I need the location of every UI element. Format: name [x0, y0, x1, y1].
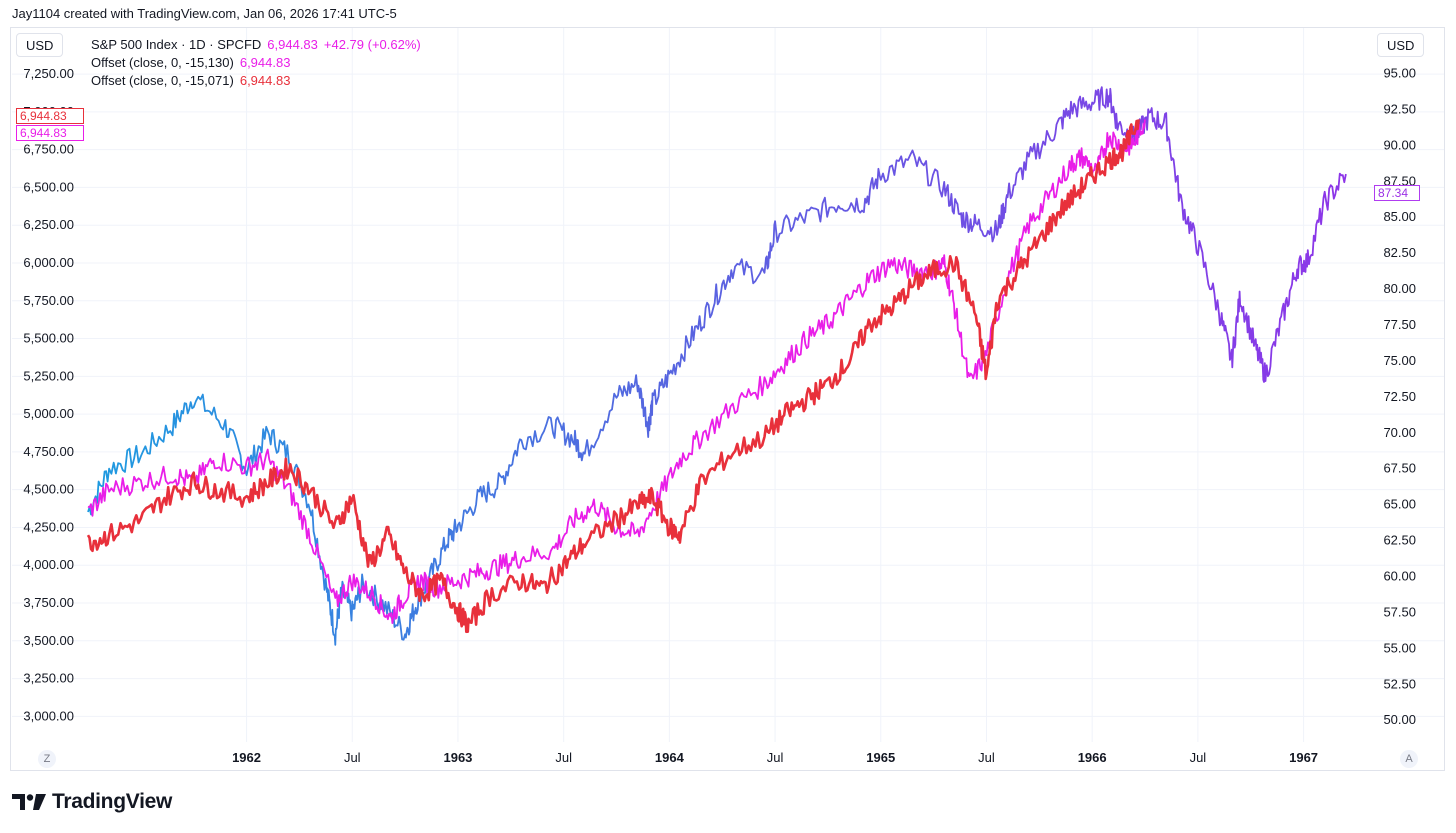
- left-axis-tick-label: 7,250.00: [23, 66, 74, 81]
- legend-main-title: S&P 500 Index · 1D · SPCFD: [91, 37, 262, 52]
- left-axis-tick-label: 6,750.00: [23, 142, 74, 157]
- time-axis-tick-label: 1965: [866, 750, 895, 765]
- right-axis-tick-label: 90.00: [1383, 137, 1416, 152]
- left-axis-tick-label: 3,750.00: [23, 595, 74, 610]
- chart-credit: Jay1104 created with TradingView.com, Ja…: [12, 6, 397, 21]
- time-axis-tick-label: 1963: [443, 750, 472, 765]
- right-axis-tick-label: 92.50: [1383, 101, 1416, 116]
- time-axis-tick-label: Jul: [767, 750, 784, 765]
- right-axis-tick-label: 50.00: [1383, 712, 1416, 727]
- left-axis-tick-label: 6,250.00: [23, 217, 74, 232]
- right-axis-tick-label: 52.50: [1383, 676, 1416, 691]
- left-price-tag-red: 6,944.83: [16, 108, 84, 124]
- time-axis-tick-label: 1964: [655, 750, 685, 765]
- left-axis-tick-label: 3,000.00: [23, 708, 74, 723]
- tradingview-logo[interactable]: TradingView: [12, 790, 172, 814]
- zoom-reset-button[interactable]: Z: [38, 750, 56, 768]
- left-axis-tick-label: 4,500.00: [23, 482, 74, 497]
- left-axis-tick-label: 3,250.00: [23, 671, 74, 686]
- left-price-axis: 7,250.007,000.006,750.006,500.006,250.00…: [23, 66, 74, 723]
- right-axis-tick-label: 77.50: [1383, 317, 1416, 332]
- right-axis-tick-label: 70.00: [1383, 425, 1416, 440]
- time-axis-tick-label: 1967: [1289, 750, 1318, 765]
- right-currency-button[interactable]: USD: [1377, 33, 1425, 57]
- right-axis-tick-label: 55.00: [1383, 640, 1416, 655]
- left-axis-tick-label: 6,000.00: [23, 255, 74, 270]
- right-axis-tick-label: 72.50: [1383, 389, 1416, 404]
- legend-offset2-row[interactable]: Offset (close, 0, -15,071) 6,944.83: [91, 72, 427, 90]
- time-axis-tick-label: 1962: [232, 750, 261, 765]
- right-axis-tick-label: 95.00: [1383, 65, 1416, 80]
- time-axis-tick-label: Jul: [1190, 750, 1207, 765]
- left-price-tag-pink: 6,944.83: [16, 125, 84, 141]
- left-currency-button[interactable]: USD: [16, 33, 64, 57]
- chart-grid: [12, 28, 1444, 742]
- legend-offset2-label: Offset (close, 0, -15,071): [91, 73, 234, 88]
- right-axis-tick-label: 62.50: [1383, 533, 1416, 548]
- series-line-0: [87, 86, 1347, 646]
- tradingview-logo-icon: [12, 794, 46, 810]
- legend-main-value: 6,944.83: [267, 37, 318, 52]
- right-axis-tick-label: 57.50: [1383, 604, 1416, 619]
- time-axis-tick-label: Jul: [555, 750, 572, 765]
- legend-offset1-value: 6,944.83: [239, 55, 291, 70]
- series-line-2: [86, 119, 1140, 634]
- left-axis-tick-label: 3,500.00: [23, 633, 74, 648]
- tradingview-wordmark: TradingView: [52, 790, 173, 813]
- left-axis-tick-label: 5,250.00: [23, 368, 74, 383]
- right-axis-tick-label: 87.50: [1383, 173, 1416, 188]
- time-axis: 1962 Jul 1963 Jul 1964 Jul 1965 Jul 1966 Jul 1967: [232, 750, 1318, 765]
- left-axis-tick-label: 6,500.00: [23, 179, 74, 194]
- legend-offset1-label: Offset (close, 0, -15,130): [91, 55, 234, 70]
- right-axis-tick-label: 60.00: [1383, 568, 1416, 583]
- chart-legend: S&P 500 Index · 1D · SPCFD 6,944.83 +42.79…: [91, 36, 427, 90]
- right-axis-tick-label: 67.50: [1383, 461, 1416, 476]
- legend-offset1-row[interactable]: Offset (close, 0, -15,130) 6,944.83: [91, 54, 427, 72]
- auto-scale-button[interactable]: A: [1400, 750, 1418, 768]
- right-axis-tick-label: 75.00: [1383, 353, 1416, 368]
- legend-main-row[interactable]: S&P 500 Index · 1D · SPCFD 6,944.83 +42.79…: [91, 36, 427, 54]
- time-axis-tick-label: 1966: [1078, 750, 1107, 765]
- legend-main-change: +42.79 (+0.62%): [323, 37, 421, 52]
- right-axis-tick-label: 65.00: [1383, 497, 1416, 512]
- left-axis-tick-label: 4,250.00: [23, 519, 74, 534]
- right-price-axis: 95.00 92.50 90.00 87.50 85.00 82.50 80.00 77.50…: [1383, 65, 1416, 727]
- legend-offset2-value: 6,944.83: [239, 73, 291, 88]
- left-axis-tick-label: 5,500.00: [23, 331, 74, 346]
- right-axis-tick-label: 80.00: [1383, 281, 1416, 296]
- left-axis-tick-label: 5,000.00: [23, 406, 74, 421]
- right-axis-tick-label: 82.50: [1383, 245, 1416, 260]
- left-axis-tick-label: 4,750.00: [23, 444, 74, 459]
- right-price-tag-purple: 87.34: [1374, 185, 1420, 201]
- time-axis-tick-label: Jul: [978, 750, 995, 765]
- chart-frame: [10, 27, 1445, 771]
- left-axis-tick-label: 5,750.00: [23, 293, 74, 308]
- right-axis-tick-label: 85.00: [1383, 209, 1416, 224]
- left-axis-tick-label: 4,000.00: [23, 557, 74, 572]
- time-axis-tick-label: Jul: [344, 750, 361, 765]
- series-layer: [86, 86, 1347, 646]
